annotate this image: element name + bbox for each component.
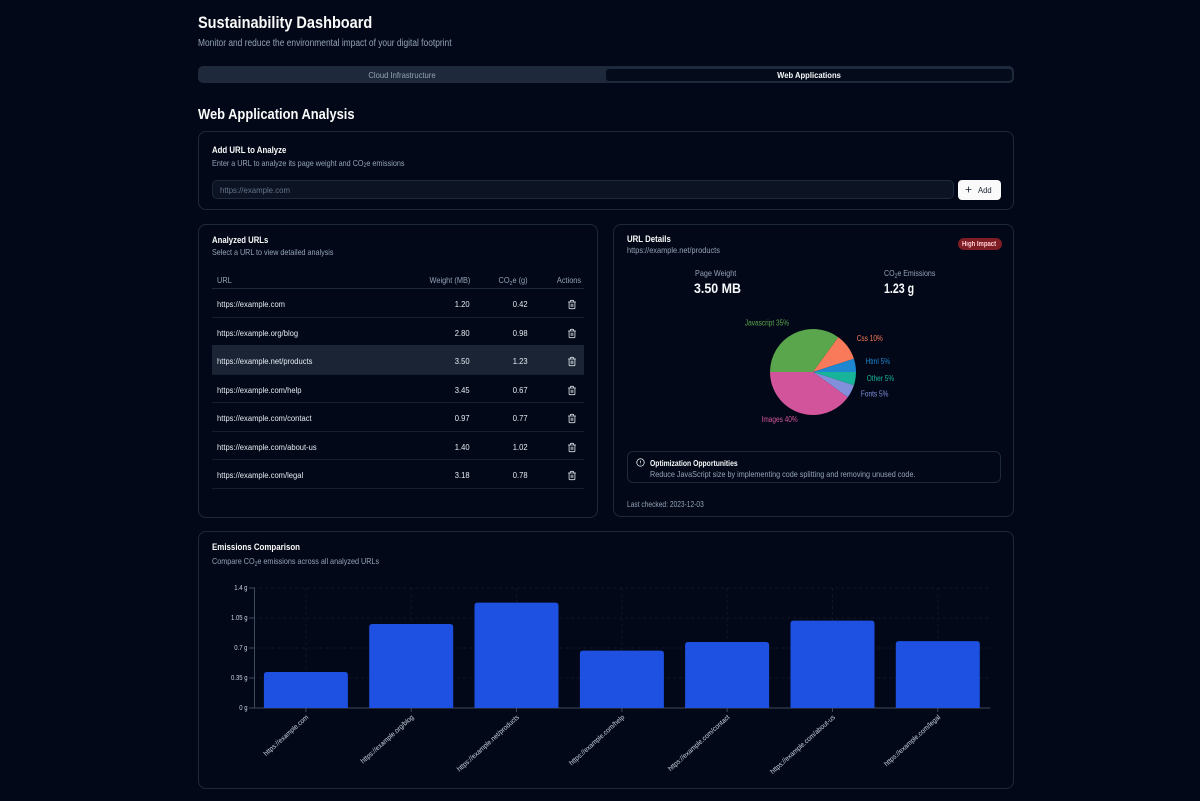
svg-text:https://example.com/contact: https://example.com/contact [667,714,731,773]
svg-text:0.7 g: 0.7 g [234,645,248,653]
svg-text:0 g: 0 g [239,705,248,713]
svg-text:Javascript 35%: Javascript 35% [745,318,790,328]
svg-text:Css 10%: Css 10% [857,334,884,344]
svg-text:https://example.com/help: https://example.com/help [568,714,626,767]
svg-text:https://example.net/products: https://example.net/products [456,714,521,774]
svg-text:1.05 g: 1.05 g [231,615,248,623]
svg-text:https://example.com/about-us: https://example.com/about-us [769,714,837,776]
svg-text:https://example.com: https://example.com [263,714,311,758]
svg-text:Html 5%: Html 5% [866,356,891,366]
svg-text:Other 5%: Other 5% [867,373,895,383]
svg-text:Images 40%: Images 40% [762,415,799,425]
svg-text:https://example.com/legal: https://example.com/legal [883,714,942,769]
svg-text:0.35 g: 0.35 g [231,675,248,683]
svg-text:https://example.org/blog: https://example.org/blog [360,714,416,766]
svg-text:Fonts 5%: Fonts 5% [861,389,889,399]
svg-text:1.4 g: 1.4 g [234,585,248,593]
